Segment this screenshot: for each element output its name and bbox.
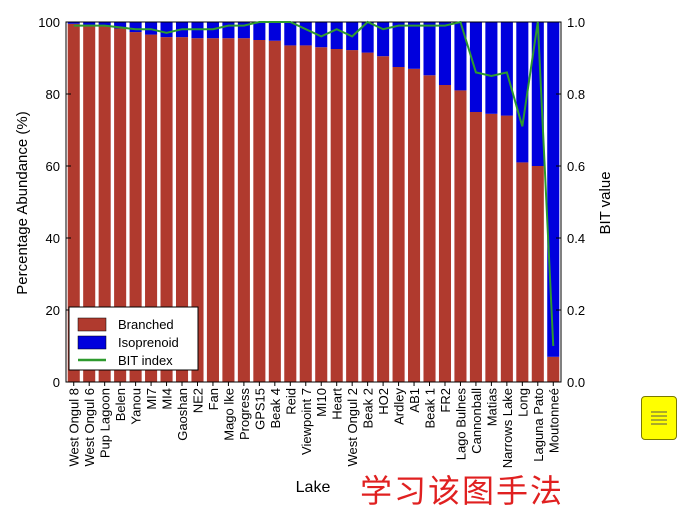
bar-isoprenoid xyxy=(439,22,451,85)
bar-branched xyxy=(454,90,466,382)
bar-branched xyxy=(331,49,343,382)
x-tick-label: FR2 xyxy=(438,388,453,413)
bar-branched xyxy=(362,53,374,382)
bar-isoprenoid xyxy=(269,22,281,41)
x-tick-label: GPS15 xyxy=(252,388,267,430)
y2-tick-label: 0.8 xyxy=(567,87,585,102)
x-tick-label: Beak 4 xyxy=(268,388,283,428)
bar-branched xyxy=(439,85,451,382)
bar-branched xyxy=(253,40,265,382)
bar-branched xyxy=(300,45,312,382)
y2-tick-label: 1.0 xyxy=(567,15,585,30)
legend: Branched Isoprenoid BIT index xyxy=(69,307,198,370)
bar-branched xyxy=(501,116,513,382)
x-tick-label: Long xyxy=(515,388,530,417)
legend-label-isoprenoid: Isoprenoid xyxy=(118,335,179,350)
y-tick-label: 60 xyxy=(46,159,60,174)
watermark-text: 学习该图手法 xyxy=(360,466,564,512)
x-tick-label: Belen xyxy=(113,388,128,421)
y-tick-label: 80 xyxy=(46,87,60,102)
bar-branched xyxy=(269,41,281,382)
x-tick-label: West Ongul 2 xyxy=(345,388,360,467)
bar-isoprenoid xyxy=(423,22,435,75)
legend-swatch-isoprenoid xyxy=(78,336,106,349)
bar-isoprenoid xyxy=(454,22,466,90)
x-tick-label: HO2 xyxy=(376,388,391,415)
bar-isoprenoid xyxy=(253,22,265,40)
y2-tick-label: 0.4 xyxy=(567,231,585,246)
x-tick-label: MI4 xyxy=(160,388,175,410)
x-tick-label: Moutonneé xyxy=(546,388,561,453)
list-lines-icon xyxy=(651,410,667,426)
x-tick-label: Fan xyxy=(206,388,221,410)
bar-isoprenoid xyxy=(300,22,312,45)
x-tick-label: Progress xyxy=(237,388,252,441)
bar-isoprenoid xyxy=(331,22,343,49)
bar-branched xyxy=(485,114,497,382)
x-tick-label: Mago lke xyxy=(221,388,236,441)
legend-label-bit-index: BIT index xyxy=(118,353,173,368)
x-tick-label: AB1 xyxy=(407,388,422,413)
bar-branched xyxy=(207,38,219,382)
bar-isoprenoid xyxy=(393,22,405,67)
note-icon-button[interactable] xyxy=(641,396,677,440)
bar-isoprenoid xyxy=(130,22,142,32)
bar-isoprenoid xyxy=(470,22,482,112)
x-tick-label: Matias xyxy=(484,388,499,427)
bar-branched xyxy=(516,162,528,382)
x-tick-label: Lago Bulnes xyxy=(453,388,468,461)
x-axis-label: Lake xyxy=(296,479,331,496)
x-tick-label: Reid xyxy=(283,388,298,415)
y2-tick-label: 0.2 xyxy=(567,303,585,318)
x-tick-label: West Ongul 6 xyxy=(82,388,97,467)
bar-branched xyxy=(222,38,234,382)
x-tick-label: Gaoshan xyxy=(175,388,190,441)
x-tick-label: Heart xyxy=(330,388,345,420)
bar-branched xyxy=(532,166,544,382)
x-tick-label: West Ongul 8 xyxy=(67,388,82,467)
x-tick-label: NE2 xyxy=(190,388,205,413)
bar-branched xyxy=(423,75,435,382)
y-axis-label: Percentage Abundance (%) xyxy=(14,111,31,294)
bar-branched xyxy=(315,47,327,382)
x-tick-label: Ardley xyxy=(392,388,407,425)
bar-isoprenoid xyxy=(222,22,234,38)
y2-axis-label: BIT value xyxy=(597,171,614,234)
y2-tick-label: 0.0 xyxy=(567,375,585,390)
x-tick-label: Yanou xyxy=(129,388,144,425)
x-tick-label: MI7 xyxy=(144,388,159,410)
x-tick-label: Narrows Lake xyxy=(500,388,515,468)
bar-branched xyxy=(408,69,420,382)
legend-swatch-branched xyxy=(78,318,106,331)
bar-branched xyxy=(547,357,559,382)
bar-isoprenoid xyxy=(485,22,497,114)
bar-isoprenoid xyxy=(547,22,559,357)
y-tick-label: 20 xyxy=(46,303,60,318)
x-tick-label: Cannonball xyxy=(469,388,484,454)
bar-branched xyxy=(470,112,482,382)
bar-branched xyxy=(393,67,405,382)
y-tick-label: 100 xyxy=(38,15,60,30)
y2-tick-label: 0.6 xyxy=(567,159,585,174)
bar-branched xyxy=(284,45,296,382)
bar-isoprenoid xyxy=(284,22,296,45)
y-tick-label: 0 xyxy=(53,375,60,390)
bar-isoprenoid xyxy=(408,22,420,69)
x-tick-label: Viewpoint 7 xyxy=(299,388,314,455)
bar-branched xyxy=(346,50,358,382)
bar-branched xyxy=(377,56,389,382)
y-tick-label: 40 xyxy=(46,231,60,246)
x-tick-label: Pup Lagoon xyxy=(98,388,113,458)
legend-label-branched: Branched xyxy=(118,317,174,332)
bar-branched xyxy=(238,38,250,382)
bar-isoprenoid xyxy=(161,22,173,37)
x-tick-label: Laguna Pato xyxy=(531,388,546,462)
x-tick-label: Beak 1 xyxy=(423,388,438,428)
x-tick-label: Beak 2 xyxy=(361,388,376,428)
bar-isoprenoid xyxy=(501,22,513,116)
x-tick-label: MI10 xyxy=(314,388,329,417)
